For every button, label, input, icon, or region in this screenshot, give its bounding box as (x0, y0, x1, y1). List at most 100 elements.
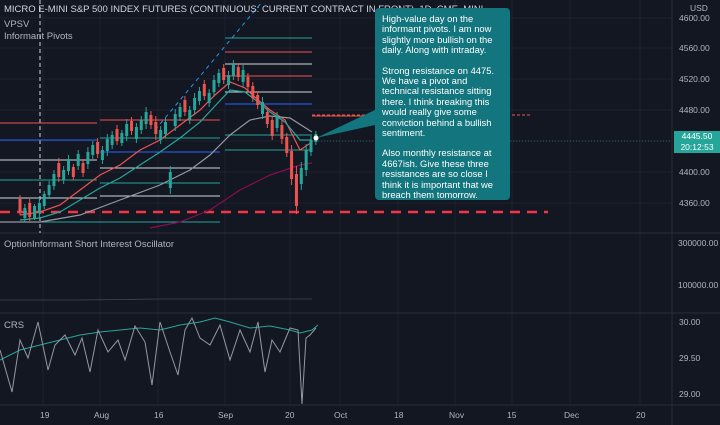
candle-body (71, 167, 75, 177)
candle-body (197, 91, 201, 101)
currency-label: USD (690, 3, 708, 13)
candle-body (275, 116, 279, 128)
candle-body (96, 142, 100, 154)
price-tick: 4600.00 (679, 13, 710, 23)
oscillator-label[interactable]: OptionInformant Short Interest Oscillato… (4, 239, 175, 250)
indicator-vpsv[interactable]: VPSV (4, 19, 30, 30)
candle-body (149, 115, 153, 125)
candle-body (309, 140, 313, 152)
price-tick: 4520.00 (679, 74, 710, 84)
candle-body (33, 206, 37, 218)
candle-body (100, 150, 104, 160)
candle-body (217, 73, 221, 83)
candle-body (265, 112, 269, 124)
candle-body (47, 185, 51, 195)
bar-countdown: 20:12:53 (680, 142, 714, 152)
candle-body (81, 163, 85, 173)
candle-body (188, 110, 192, 120)
candle-body (304, 150, 308, 170)
candle-body (91, 145, 95, 155)
callout-paragraph-1: High-value day on the informant pivots. … (382, 13, 493, 56)
candle-body (28, 203, 32, 217)
candle-body (139, 120, 143, 130)
candle-body (251, 86, 255, 98)
candle-body (105, 139, 109, 151)
crs-label[interactable]: CRS (4, 320, 25, 331)
candle-body (154, 122, 158, 134)
candle-body (236, 67, 240, 77)
indicator-informant-pivots[interactable]: Informant Pivots (4, 31, 73, 42)
time-tick: Aug (94, 410, 110, 420)
time-tick: 18 (394, 410, 404, 420)
callout-anchor[interactable] (313, 135, 319, 141)
candle-body (246, 77, 250, 87)
time-tick: 20 (285, 410, 295, 420)
candle-body (144, 112, 148, 124)
candle-body (37, 203, 41, 213)
candle-body (256, 95, 260, 105)
oscillator-line (0, 298, 312, 301)
candle-body (168, 172, 172, 188)
candle-body (86, 152, 90, 164)
ma-mid (19, 89, 312, 221)
time-tick: 15 (507, 410, 517, 420)
candle-body (290, 151, 294, 179)
candle-body (294, 174, 298, 206)
trend-line[interactable] (154, 1, 263, 131)
candle-body (299, 168, 303, 184)
time-tick: 20 (636, 410, 646, 420)
candle-body (261, 102, 264, 114)
crs-line-grey (0, 316, 317, 405)
pivot-levels (0, 37, 530, 223)
candle-body (183, 100, 187, 112)
candle-body (134, 127, 138, 139)
time-tick: Sep (218, 410, 234, 420)
candle-body (285, 137, 289, 153)
candle-body (130, 121, 134, 131)
candle-body (23, 208, 27, 218)
ma-long (149, 162, 313, 229)
price-tick: 4480.00 (679, 105, 710, 115)
last-price-value: 4445.50 (681, 131, 713, 141)
candle-body (76, 154, 80, 166)
candle-body (18, 199, 22, 211)
grid-lines (0, 0, 672, 405)
ma-slow (0, 115, 313, 223)
candle-body (173, 114, 177, 126)
candle-body (42, 194, 46, 206)
candle-body (115, 129, 119, 141)
candle-body (270, 120, 274, 136)
crs-tick: 30.00 (679, 317, 701, 327)
chart-title: MICRO E-MINI S&P 500 INDEX FUTURES (CONT… (4, 4, 484, 15)
candles (18, 60, 318, 222)
time-tick: Nov (449, 410, 465, 420)
callout-paragraph-2: Strong resistance on 4475. We have a piv… (382, 64, 495, 139)
candle-body (52, 174, 56, 186)
candle-body (62, 170, 66, 180)
candle-body (120, 133, 124, 143)
candle-body (280, 125, 284, 139)
candle-body (178, 107, 182, 117)
candle-body (212, 80, 216, 92)
last-price-badge: 4445.50 20:12:53 (674, 131, 720, 153)
candle-body (231, 64, 235, 76)
candle-body (57, 163, 61, 177)
price-tick: 4360.00 (679, 198, 710, 208)
price-tick: 4560.00 (679, 43, 710, 53)
crs-tick: 29.50 (679, 353, 701, 363)
candle-body (67, 159, 70, 171)
candle-body (241, 70, 245, 82)
callout-paragraph-3: Also monthly resistance at 4667ish. Give… (382, 147, 493, 201)
candle-body (159, 130, 163, 140)
time-tick: Oct (334, 410, 348, 420)
candle-body (125, 124, 129, 136)
crs-line-green (0, 317, 319, 361)
candle-body (222, 68, 226, 80)
note-callout[interactable]: High-value day on the informant pivots. … (375, 8, 510, 200)
candle-body (193, 98, 197, 110)
candle-body (202, 84, 206, 96)
time-tick: Dec (564, 410, 580, 420)
crs-tick: 29.00 (679, 389, 701, 399)
